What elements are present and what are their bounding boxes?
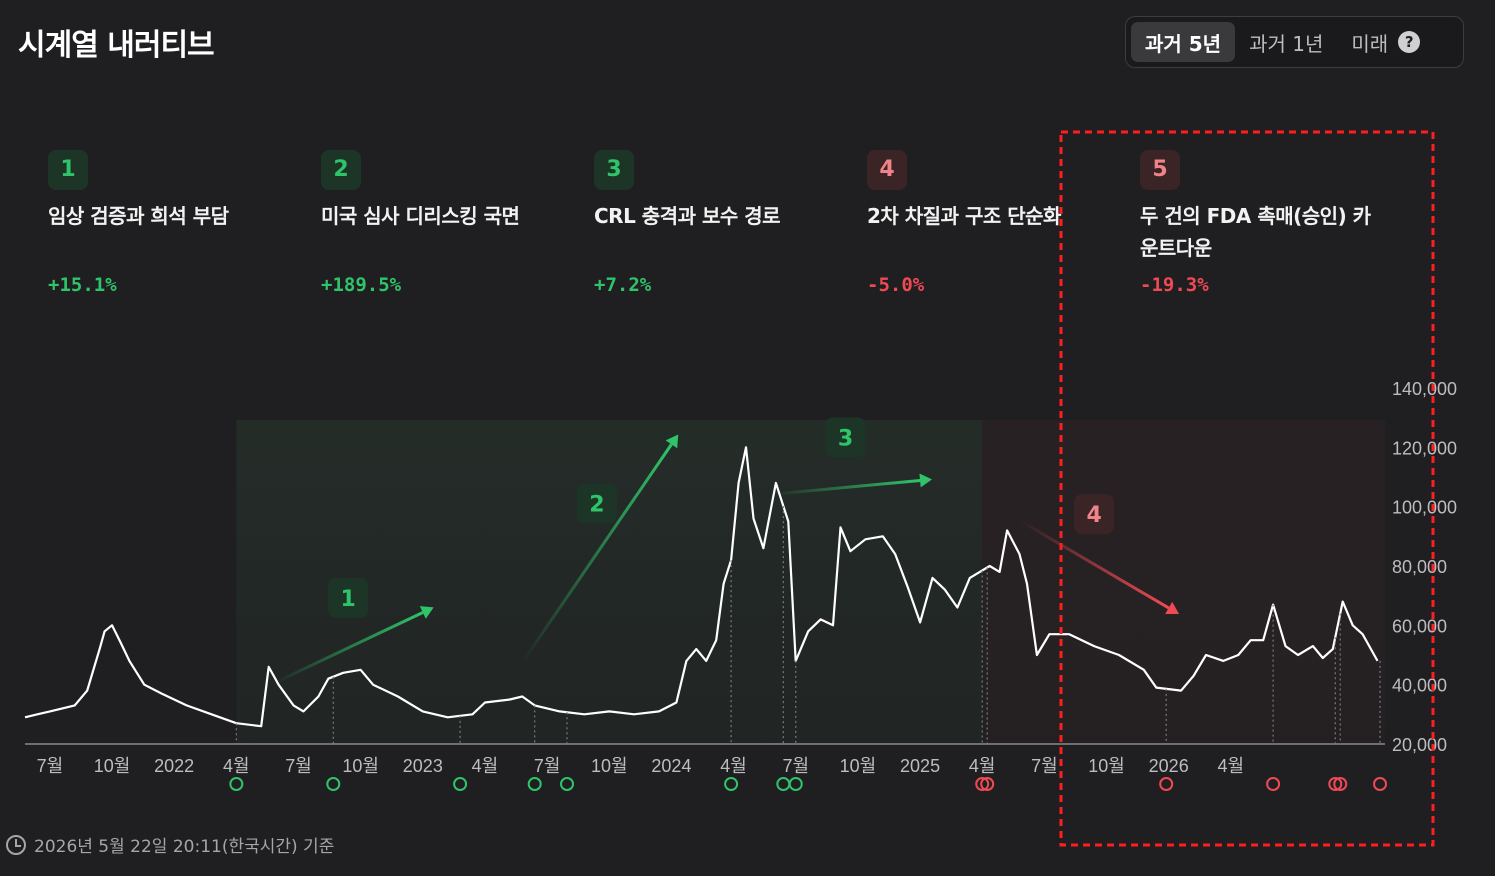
phase-change: +15.1% — [48, 274, 117, 296]
phase-number: 3 — [594, 150, 634, 190]
x-tick-label: 2023 — [403, 756, 443, 776]
x-tick-label: 10월 — [1088, 756, 1125, 776]
event-marker — [724, 777, 739, 791]
trend-arrow-2 — [521, 443, 673, 664]
range-future-label: 미래 — [1351, 31, 1389, 56]
x-tick-label: 7월 — [37, 756, 64, 776]
event-marker — [527, 777, 542, 791]
event-marker — [560, 777, 575, 791]
x-tick-label: 10월 — [840, 756, 877, 776]
x-tick-label: 7월 — [1031, 756, 1058, 776]
phase-background — [982, 420, 1385, 744]
phase-card-3: 3 CRL 충격과 보수 경로 +7.2% — [594, 150, 854, 296]
phase-title: 미국 심사 디리스킹 국면 — [321, 204, 520, 228]
x-tick-label: 10월 — [591, 756, 628, 776]
event-marker — [788, 777, 803, 791]
phase-title: 임상 검증과 희석 부담 — [48, 204, 229, 228]
x-tick-label: 4월 — [1218, 756, 1245, 776]
trend-arrow-1 — [272, 611, 424, 685]
x-tick-label: 7월 — [534, 756, 561, 776]
highlight-box — [1059, 130, 1435, 847]
timestamp: 2026년 5월 22일 20:11(한국시간) 기준 — [34, 837, 335, 857]
x-tick-label: 4월 — [969, 756, 996, 776]
phase-card-5: 5 두 건의 FDA 촉매(승인) 카운트다운 -19.3% — [1140, 150, 1380, 296]
y-tick-label: 140,000 — [1392, 379, 1457, 399]
phase-background — [484, 420, 734, 744]
phase-change: -19.3% — [1140, 274, 1209, 296]
x-tick-label: 2025 — [900, 756, 940, 776]
x-tick-label: 7월 — [285, 756, 312, 776]
arrow-head — [665, 434, 679, 449]
phase-badge-label: 3 — [838, 426, 853, 451]
y-tick-label: 40,000 — [1392, 676, 1447, 696]
price-line — [24, 446, 1379, 728]
event-marker — [980, 777, 995, 791]
x-tick-label: 2024 — [651, 756, 691, 776]
phase-change: +7.2% — [594, 274, 652, 296]
phase-card-2: 2 미국 심사 디리스킹 국면 +189.5% — [321, 150, 581, 296]
phase-number: 1 — [48, 150, 88, 190]
x-tick-label: 10월 — [342, 756, 379, 776]
trend-arrow-3 — [770, 478, 921, 496]
clock-icon — [6, 834, 26, 855]
phase-number: 5 — [1140, 150, 1180, 190]
y-tick-label: 20,000 — [1392, 735, 1447, 755]
phase-title: 2차 차질과 구조 단순화 — [867, 204, 1061, 228]
x-tick-label: 4월 — [472, 756, 499, 776]
x-tick-label: 4월 — [720, 756, 747, 776]
phase-card-4: 4 2차 차질과 구조 단순화 -5.0% — [867, 150, 1127, 296]
phase-change: +189.5% — [321, 274, 402, 296]
x-tick-label: 2026 — [1149, 756, 1189, 776]
range-toggle: 과거 5년 과거 1년 미래 ? — [1125, 16, 1464, 68]
phase-badge-label: 2 — [589, 492, 604, 517]
phase-badge-label: 1 — [341, 587, 356, 612]
event-marker — [229, 777, 244, 791]
x-tick-label: 4월 — [223, 756, 250, 776]
event-marker — [1333, 777, 1348, 791]
arrow-head — [1165, 601, 1180, 615]
event-marker — [776, 777, 791, 791]
y-tick-label: 100,000 — [1392, 498, 1457, 518]
phase-title: 두 건의 FDA 촉매(승인) 카운트다운 — [1140, 204, 1371, 260]
phase-change: -5.0% — [867, 274, 925, 296]
event-marker — [1266, 777, 1281, 791]
question-icon[interactable]: ? — [1398, 31, 1421, 53]
range-1y-button[interactable]: 과거 1년 — [1249, 31, 1324, 56]
phase-number: 2 — [321, 150, 361, 190]
phase-badge — [576, 483, 617, 524]
event-marker — [975, 777, 990, 791]
phase-badge-label: 4 — [1086, 503, 1101, 528]
x-tick-label: 10월 — [94, 756, 131, 776]
arrow-head — [419, 606, 434, 619]
footer: 2026년 5월 22일 20:11(한국시간) 기준 — [6, 832, 334, 857]
event-marker — [1159, 777, 1174, 791]
x-tick-label: 2022 — [154, 756, 194, 776]
x-tick-label: 7월 — [782, 756, 809, 776]
phase-badge — [328, 577, 369, 618]
event-marker — [1328, 777, 1343, 791]
phase-badge — [825, 417, 866, 458]
y-tick-label: 80,000 — [1392, 557, 1447, 577]
y-tick-label: 120,000 — [1392, 438, 1457, 458]
range-future-button[interactable]: 미래 ? — [1337, 22, 1434, 62]
phase-background — [733, 420, 983, 744]
page-title: 시계열 내러티브 — [18, 28, 215, 63]
phase-badge — [1074, 494, 1115, 535]
event-marker — [453, 777, 468, 791]
phase-number: 4 — [867, 150, 907, 190]
arrow-head — [919, 473, 933, 488]
trend-arrow-4 — [1018, 519, 1170, 610]
event-marker — [1373, 777, 1388, 791]
phase-title: CRL 충격과 보수 경로 — [594, 204, 781, 228]
phase-card-1: 1 임상 검증과 희석 부담 +15.1% — [48, 150, 308, 296]
y-tick-label: 60,000 — [1392, 616, 1447, 636]
range-5y-button[interactable]: 과거 5년 — [1131, 22, 1236, 62]
event-marker — [326, 777, 341, 791]
